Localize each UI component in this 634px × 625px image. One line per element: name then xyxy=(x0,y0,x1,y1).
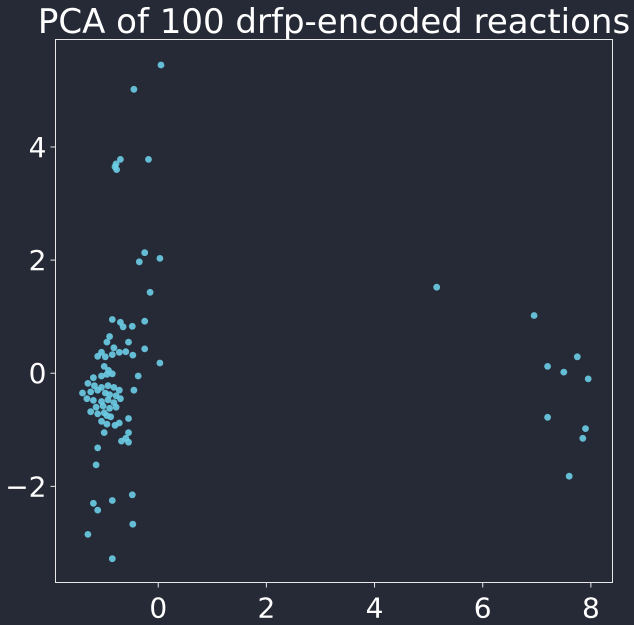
data-point xyxy=(135,258,143,266)
data-point xyxy=(104,382,112,390)
data-point xyxy=(125,438,132,446)
plot-frame xyxy=(55,39,613,583)
data-point xyxy=(98,417,105,425)
data-point xyxy=(157,61,165,69)
data-point xyxy=(108,370,116,378)
data-point xyxy=(108,351,116,358)
plot-area xyxy=(79,61,592,563)
data-point xyxy=(84,380,92,387)
data-point xyxy=(146,288,154,296)
data-point xyxy=(112,403,120,411)
data-point xyxy=(103,420,111,428)
data-point xyxy=(117,395,124,403)
data-point xyxy=(156,255,164,262)
data-point xyxy=(94,444,102,452)
data-point xyxy=(100,363,108,370)
data-point xyxy=(544,413,551,421)
data-point xyxy=(90,499,97,507)
data-point xyxy=(125,338,132,346)
data-point xyxy=(156,359,164,367)
data-point xyxy=(115,386,123,394)
data-point xyxy=(87,388,95,396)
data-point xyxy=(141,249,149,257)
data-point xyxy=(106,391,113,399)
x-axis: 0 2 4 6 8 xyxy=(149,582,600,625)
data-point xyxy=(584,375,592,383)
data-point xyxy=(107,413,115,421)
data-point xyxy=(108,555,116,563)
data-point xyxy=(125,429,132,436)
data-point xyxy=(129,520,137,528)
data-point xyxy=(122,348,130,356)
x-tick-label: 4 xyxy=(366,592,384,625)
data-point xyxy=(110,384,118,391)
data-point xyxy=(104,396,112,404)
data-point xyxy=(118,437,125,445)
data-point xyxy=(565,472,573,480)
data-point xyxy=(145,156,152,163)
chart-title: PCA of 100 drfp-encoded reactions xyxy=(38,2,630,42)
data-point xyxy=(106,333,113,340)
y-tick-label: 4 xyxy=(29,131,47,164)
data-point xyxy=(115,419,123,427)
data-point xyxy=(99,402,107,410)
x-tick-label: 6 xyxy=(474,592,492,625)
data-point xyxy=(92,461,100,469)
data-point xyxy=(94,386,102,394)
data-point xyxy=(92,403,100,411)
x-tick-label: 8 xyxy=(582,592,600,625)
data-point xyxy=(79,389,86,397)
data-point xyxy=(141,345,149,353)
data-point xyxy=(130,85,138,93)
data-point xyxy=(108,316,116,323)
data-point xyxy=(128,491,136,499)
data-point xyxy=(130,386,138,394)
x-tick-label: 0 xyxy=(149,592,167,625)
data-point xyxy=(119,323,127,331)
data-point xyxy=(115,348,123,356)
data-point xyxy=(94,506,102,514)
data-point xyxy=(134,372,142,380)
data-point xyxy=(582,425,589,432)
data-point xyxy=(129,351,137,359)
data-point xyxy=(94,410,102,418)
data-point xyxy=(141,317,149,325)
data-point xyxy=(125,415,132,422)
data-point xyxy=(101,353,109,361)
y-tick-label: 2 xyxy=(29,244,47,277)
data-point xyxy=(103,371,111,378)
data-point xyxy=(433,283,441,291)
x-tick-label: 2 xyxy=(257,592,275,625)
data-point xyxy=(103,338,111,346)
data-point xyxy=(113,166,120,174)
data-point xyxy=(108,497,116,504)
data-point xyxy=(579,434,587,442)
data-point xyxy=(560,368,568,376)
data-point xyxy=(106,404,113,412)
data-point xyxy=(94,352,102,360)
data-point xyxy=(84,531,92,538)
data-point xyxy=(573,353,581,361)
data-point xyxy=(98,372,105,380)
data-point xyxy=(544,363,551,370)
y-axis: −2 0 2 4 xyxy=(5,131,56,503)
data-point xyxy=(83,395,91,403)
data-point xyxy=(90,374,97,382)
data-point xyxy=(87,408,95,416)
y-tick-label: −2 xyxy=(5,470,46,503)
data-point xyxy=(128,322,136,330)
data-point xyxy=(530,312,538,319)
y-tick-label: 0 xyxy=(29,357,47,390)
data-point xyxy=(110,344,118,352)
data-point xyxy=(117,156,124,163)
data-point xyxy=(90,397,97,404)
data-point xyxy=(100,429,108,436)
